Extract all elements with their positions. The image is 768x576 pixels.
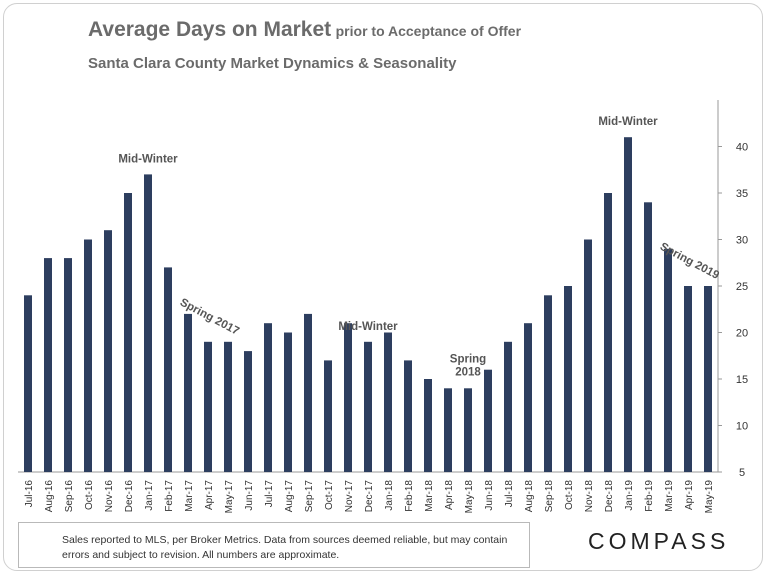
annotation-label: Mid-Winter [118, 153, 178, 165]
x-tick-label: Oct-16 [84, 480, 95, 510]
bar [684, 286, 692, 472]
x-tick-label: Oct-18 [564, 480, 575, 510]
x-tick-label: Nov-18 [584, 480, 595, 513]
compass-logo: COMPASS [588, 528, 730, 554]
x-tick-label: Jan-18 [384, 480, 395, 511]
chart-title-suffix: prior to Acceptance of Offer [335, 23, 522, 39]
x-tick-label: Feb-17 [164, 480, 175, 512]
x-tick-label: Dec-18 [604, 480, 615, 513]
y-tick-label: 25 [736, 281, 748, 293]
x-tick-label: Apr-19 [684, 480, 695, 510]
x-tick-label: Apr-18 [444, 480, 455, 510]
chart-subtitle: Santa Clara County Market Dynamics & Sea… [88, 55, 457, 72]
x-tick-label: Nov-16 [104, 480, 115, 513]
y-tick-label: 15 [736, 374, 748, 386]
annotation-label: Spring [450, 353, 486, 365]
slide-frame [3, 3, 763, 571]
bar [624, 137, 632, 472]
bar [464, 388, 472, 472]
x-tick-label: Feb-19 [644, 480, 655, 512]
bar [324, 360, 332, 472]
x-tick-label: Jul-16 [24, 480, 35, 508]
annotation-label: 2018 [455, 366, 481, 378]
bar [524, 323, 532, 472]
x-tick-label: Sep-17 [304, 480, 315, 513]
bar [224, 341, 232, 472]
y-tick-label: 35 [736, 188, 748, 200]
bar [24, 295, 32, 472]
bar [544, 295, 552, 472]
x-tick-label: Aug-16 [44, 480, 55, 513]
x-tick-label: May-18 [464, 480, 475, 514]
bar [664, 248, 672, 472]
x-tick-label: Jul-17 [264, 480, 275, 508]
bar [564, 286, 572, 472]
x-tick-label: Dec-16 [124, 480, 135, 513]
bar [164, 267, 172, 472]
footnote-box [18, 522, 530, 568]
bar [444, 388, 452, 472]
x-tick-label: Feb-18 [404, 480, 415, 512]
bar [384, 332, 392, 472]
annotation-label: Mid-Winter [598, 116, 658, 128]
y-tick-label: 10 [736, 421, 748, 433]
bar [364, 341, 372, 472]
bar [204, 341, 212, 472]
x-tick-label: Mar-19 [664, 480, 675, 512]
footnote-text: Sales reported to MLS, per Broker Metric… [62, 534, 508, 561]
chart-title: Average Days on Market prior to Acceptan… [88, 18, 521, 42]
x-tick-label: Mar-17 [184, 480, 195, 512]
bar [144, 174, 152, 472]
x-tick-label: Sep-18 [544, 480, 555, 513]
x-tick-label: Jan-19 [624, 480, 635, 511]
bar [84, 239, 92, 472]
bar [704, 286, 712, 472]
bar [124, 193, 132, 472]
x-tick-label: Oct-17 [324, 480, 335, 510]
x-tick-label: Jun-18 [484, 480, 495, 511]
annotation-label: Mid-Winter [338, 321, 398, 333]
bar [504, 341, 512, 472]
bar [344, 323, 352, 472]
bar [484, 369, 492, 472]
bar [604, 193, 612, 472]
bar [104, 230, 112, 472]
x-tick-label: Jan-17 [144, 480, 155, 511]
bar [424, 379, 432, 472]
bar [264, 323, 272, 472]
bar [44, 258, 52, 472]
x-tick-label: Jun-17 [244, 480, 255, 511]
x-tick-label: Aug-17 [284, 480, 295, 513]
bar [584, 239, 592, 472]
bar [184, 313, 192, 472]
chart-title-main: Average Days on Market [88, 18, 332, 41]
bar [244, 351, 252, 472]
x-tick-label: Aug-18 [524, 480, 535, 513]
bar [404, 360, 412, 472]
x-tick-label: Nov-17 [344, 480, 355, 513]
bar [644, 202, 652, 473]
bar [284, 332, 292, 472]
bar [304, 313, 312, 472]
y-tick-label: 30 [736, 235, 748, 247]
x-tick-label: May-19 [704, 480, 715, 514]
y-tick-label: 20 [736, 328, 748, 340]
x-tick-label: Mar-18 [424, 480, 435, 512]
x-tick-label: May-17 [224, 480, 235, 514]
x-tick-label: Apr-17 [204, 480, 215, 510]
y-tick-label: 40 [736, 142, 748, 154]
y-tick-label: 5 [739, 467, 745, 479]
x-tick-label: Sep-16 [64, 480, 75, 513]
bar [64, 258, 72, 472]
x-tick-label: Dec-17 [364, 480, 375, 513]
x-tick-label: Jul-18 [504, 480, 515, 508]
